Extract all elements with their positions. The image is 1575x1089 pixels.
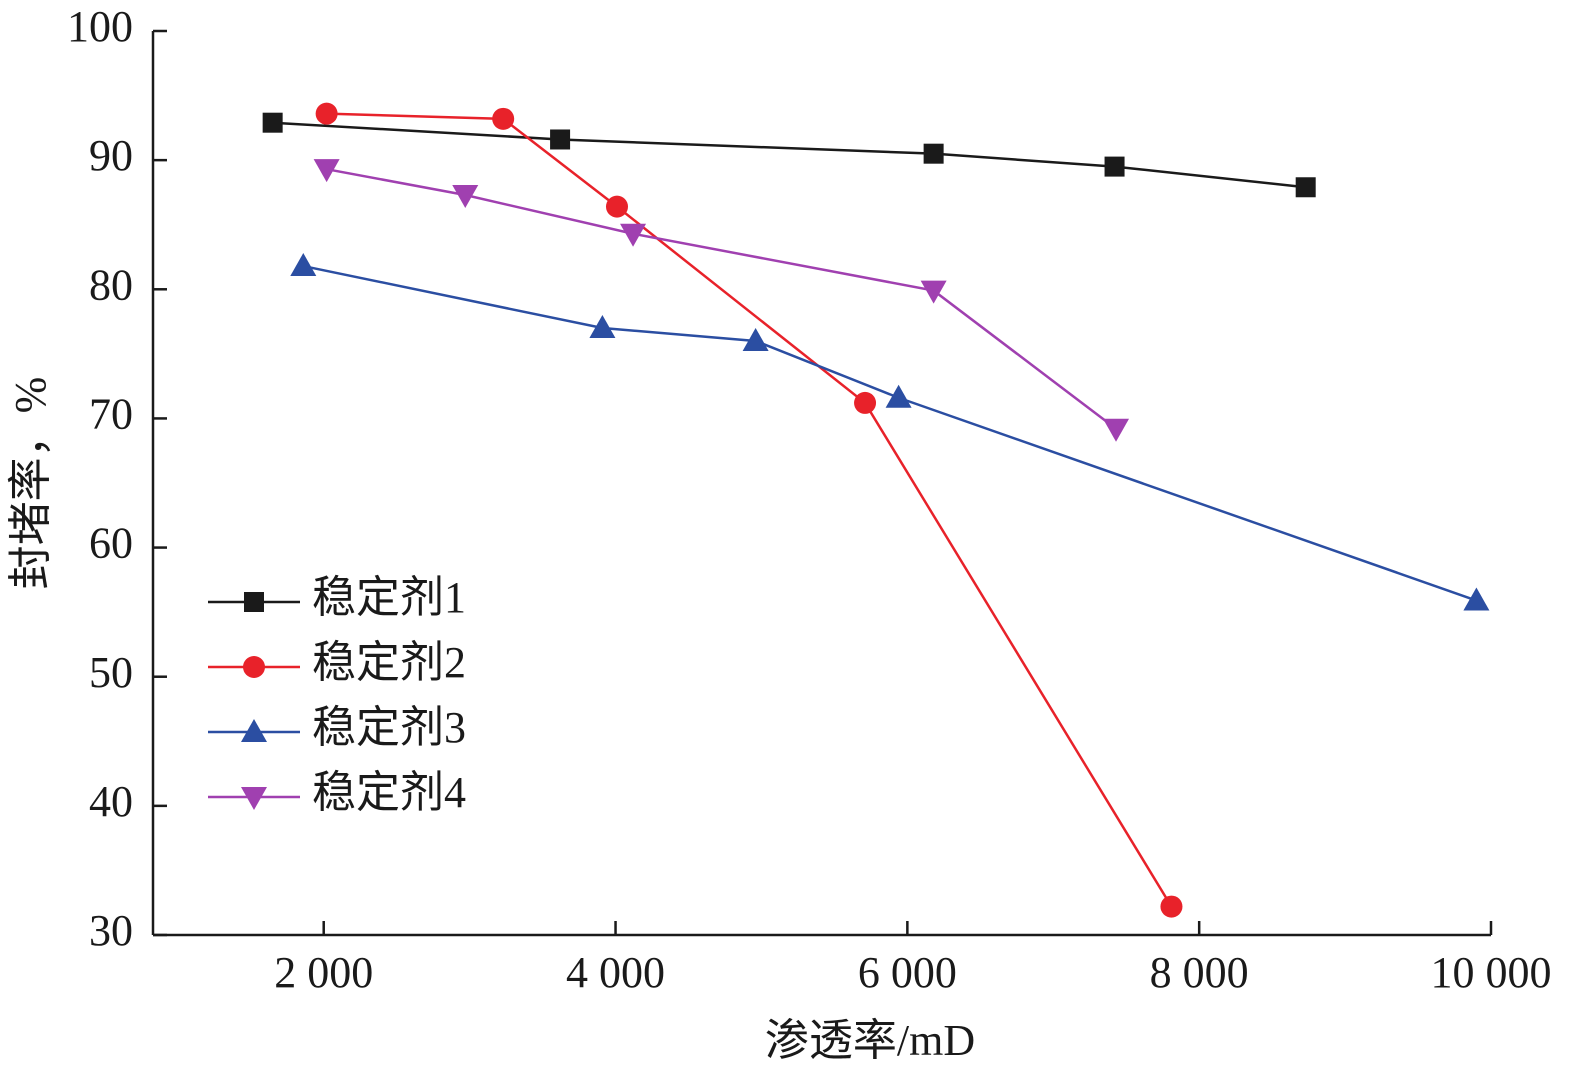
marker-square — [923, 143, 944, 164]
marker-square — [550, 129, 571, 150]
y-tick-label: 100 — [67, 2, 133, 51]
x-axis-label: 渗透率/mD — [765, 1016, 975, 1065]
marker-triangle-up — [241, 719, 267, 742]
series-line — [303, 264, 1477, 602]
marker-triangle-up — [1463, 587, 1490, 611]
y-tick-label: 40 — [89, 777, 133, 826]
marker-triangle-down — [1103, 418, 1130, 442]
marker-circle — [854, 391, 877, 414]
marker-circle — [1160, 895, 1183, 918]
marker-triangle-down — [620, 223, 647, 247]
marker-circle — [315, 102, 338, 125]
marker-triangle-up — [589, 315, 616, 339]
marker-square — [262, 112, 283, 133]
legend-label: 稳定剂4 — [312, 768, 466, 817]
y-tick-label: 80 — [89, 260, 133, 309]
marker-triangle-up — [742, 327, 769, 351]
y-tick-label: 90 — [89, 131, 133, 180]
x-tick-label: 4 000 — [566, 948, 665, 997]
legend-label: 稳定剂3 — [312, 703, 466, 752]
legend-label: 稳定剂1 — [312, 573, 466, 622]
x-tick-label: 10 000 — [1431, 948, 1552, 997]
x-tick-label: 2 000 — [274, 948, 373, 997]
y-axis-label: 封堵率，% — [6, 377, 55, 590]
y-tick-label: 60 — [89, 519, 133, 568]
marker-square — [244, 592, 264, 612]
marker-triangle-down — [920, 280, 947, 304]
y-tick-label: 30 — [89, 906, 133, 955]
marker-triangle-up — [290, 253, 317, 277]
marker-circle — [243, 656, 265, 678]
marker-triangle-down — [241, 787, 267, 810]
y-tick-label: 50 — [89, 648, 133, 697]
y-tick-label: 70 — [89, 390, 133, 439]
marker-square — [1104, 156, 1125, 177]
marker-triangle-down — [452, 185, 479, 209]
marker-triangle-down — [313, 159, 340, 183]
marker-triangle-up — [885, 384, 912, 408]
x-tick-label: 8 000 — [1150, 948, 1249, 997]
marker-circle — [492, 107, 515, 130]
series-line — [326, 167, 1117, 430]
marker-square — [1295, 177, 1316, 198]
marker-circle — [605, 195, 628, 218]
x-tick-label: 6 000 — [858, 948, 957, 997]
series-line — [272, 121, 1306, 189]
legend-label: 稳定剂2 — [312, 638, 466, 687]
